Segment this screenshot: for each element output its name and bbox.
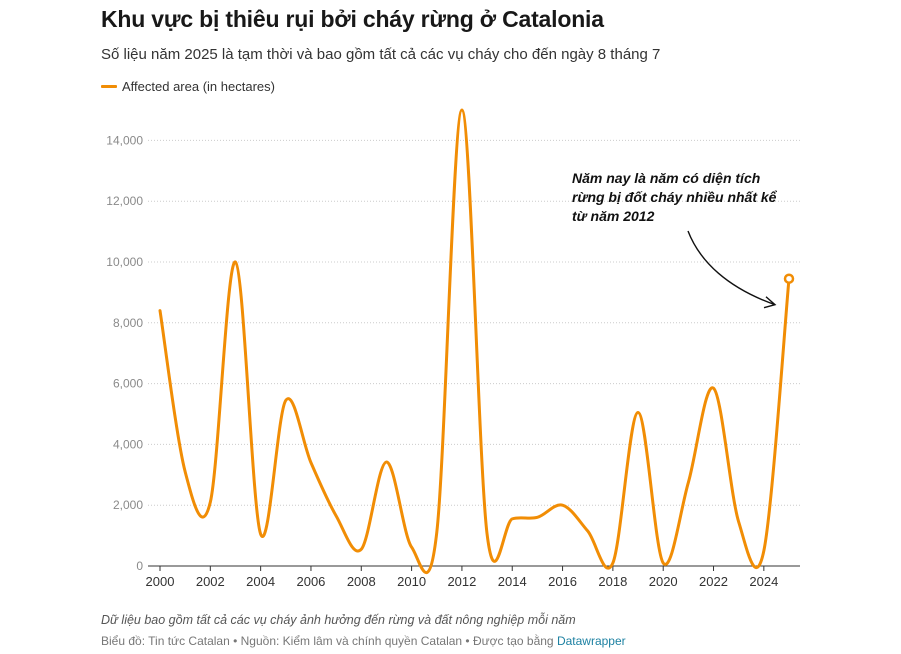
chart-subtitle: Số liệu năm 2025 là tạm thời và bao gồm … — [101, 46, 661, 63]
legend-swatch — [101, 85, 117, 88]
x-tick-label: 2006 — [296, 574, 325, 589]
x-tick-label: 2004 — [246, 574, 275, 589]
x-tick-label: 2020 — [649, 574, 678, 589]
line-chart: 02,0004,0006,0008,00010,00012,00014,000 … — [106, 108, 800, 589]
y-tick-label: 6,000 — [113, 377, 143, 391]
y-tick-label: 2,000 — [113, 498, 143, 512]
series-line — [158, 108, 791, 575]
x-tick-label: 2016 — [548, 574, 577, 589]
x-tick-label: 2014 — [498, 574, 527, 589]
y-tick-label: 4,000 — [113, 437, 143, 451]
annotation-text: Năm nay là năm có diện tích rừng bị đốt c… — [572, 170, 778, 224]
annotation: Năm nay là năm có diện tích rừng bị đốt c… — [572, 170, 778, 309]
x-tick-label: 2024 — [749, 574, 778, 589]
footer-byline: Biểu đồ: Tin tức Catalan • Nguồn: Kiểm l… — [101, 634, 626, 648]
byline-text: Biểu đồ: Tin tức Catalan • Nguồn: Kiểm l… — [101, 634, 554, 648]
x-tick-label: 2000 — [146, 574, 175, 589]
x-tick-label: 2012 — [447, 574, 476, 589]
y-axis: 0 2,000 4,000 6,000 8,000 10,000 12,000 14,000 — [106, 133, 143, 573]
x-tick-label: 2002 — [196, 574, 225, 589]
datawrapper-link[interactable]: Datawrapper — [556, 634, 626, 648]
annotation-arrowhead — [763, 296, 777, 309]
x-tick-label: 2018 — [598, 574, 627, 589]
footer-notes: Dữ liệu bao gồm tất cả các vụ cháy ảnh h… — [101, 613, 576, 627]
chart-title: Khu vực bị thiêu rụi bởi cháy rừng ở Cat… — [101, 6, 604, 32]
legend-label: Affected area (in hectares) — [122, 79, 275, 94]
y-tick-label: 0 — [136, 559, 143, 573]
x-tick-label: 2010 — [397, 574, 426, 589]
y-tick-label: 12,000 — [106, 194, 143, 208]
grid-lines — [148, 139, 800, 567]
series — [158, 108, 795, 575]
annotation-arrow — [687, 230, 776, 306]
x-tick-label: 2008 — [347, 574, 376, 589]
x-axis: 2000 2002 2004 2006 2008 2010 2012 2014 2016 2018… — [146, 566, 778, 589]
y-tick-label: 14,000 — [106, 133, 143, 147]
y-tick-label: 10,000 — [106, 255, 143, 269]
legend: Affected area (in hectares) — [101, 79, 275, 94]
highlight-point — [783, 273, 795, 284]
y-tick-label: 8,000 — [113, 316, 143, 330]
x-tick-label: 2022 — [699, 574, 728, 589]
